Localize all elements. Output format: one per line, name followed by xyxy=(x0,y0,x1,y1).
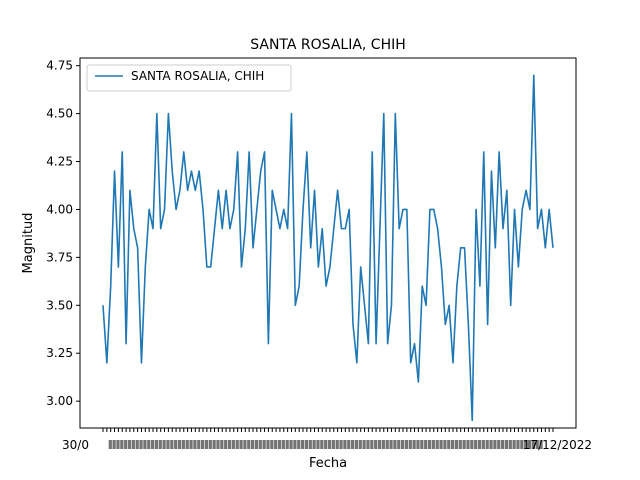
x-tick-label-overlap xyxy=(108,440,543,449)
y-tick-label: 3.25 xyxy=(46,346,73,360)
y-tick-label: 4.25 xyxy=(46,155,73,169)
y-tick-label: 4.75 xyxy=(46,59,73,73)
y-tick-label: 3.75 xyxy=(46,250,73,264)
y-tick-label: 4.00 xyxy=(46,202,73,216)
y-tick-label: 4.50 xyxy=(46,107,73,121)
y-tick-label: 3.00 xyxy=(46,394,73,408)
series-layer xyxy=(102,74,554,422)
y-tick-label: 3.50 xyxy=(46,298,73,312)
x-axis-label: Fecha xyxy=(309,456,347,471)
plot-frame xyxy=(79,57,577,429)
x-tick-label-first: 30/0 xyxy=(62,438,89,452)
series-line xyxy=(102,74,554,422)
y-axis-label: Magnitud xyxy=(21,213,36,274)
legend-label: SANTA ROSALIA, CHIH xyxy=(131,69,264,83)
legend-box xyxy=(86,64,292,92)
legend: SANTA ROSALIA, CHIH xyxy=(86,64,292,92)
chart-title: SANTA ROSALIA, CHIH xyxy=(250,37,406,53)
